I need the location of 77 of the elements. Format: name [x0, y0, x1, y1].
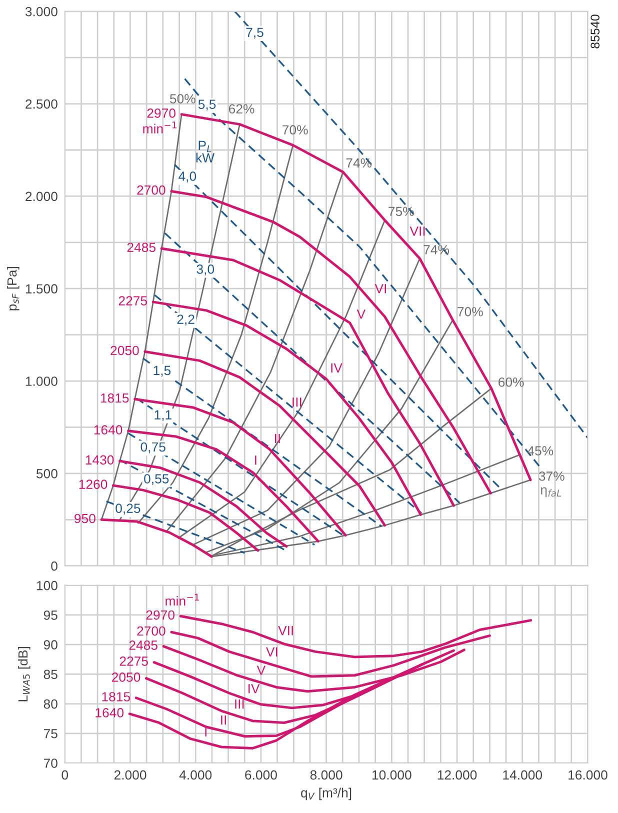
y-tick-label: 75	[44, 729, 58, 738]
series-label: 2700	[137, 626, 166, 636]
annotation: V	[356, 310, 366, 319]
y-tick-label: 2.000	[26, 192, 58, 202]
series-label: 1,1	[154, 410, 172, 422]
y-tick-label: 3.000	[25, 6, 58, 16]
series-label: 3,0	[196, 264, 214, 276]
y-tick-label: 0	[51, 561, 58, 571]
series-label: 2970	[147, 108, 176, 118]
annotation: η$_{faL}$	[540, 487, 562, 498]
series-label: 2050	[110, 346, 139, 356]
x-tick-label: 4.000	[179, 770, 212, 780]
series-label: 2,2	[177, 314, 194, 326]
series-label: 2050	[112, 672, 140, 682]
annotation: IV	[331, 363, 342, 372]
x-tick-label: 6.000	[245, 770, 277, 780]
x-tick-label: 12.000	[438, 770, 477, 780]
annotation: VI	[266, 647, 278, 656]
x-tick-label: 2.000	[114, 770, 146, 780]
series-label: 2970	[146, 610, 174, 620]
x-tick-label: 16.000	[568, 770, 608, 780]
series-label: 62%	[228, 104, 254, 114]
series-label: 2700	[137, 185, 166, 195]
x-tick-label: 14.000	[503, 770, 542, 780]
series-label: 1430	[86, 455, 114, 465]
y-tick-label: 2.500	[26, 99, 58, 109]
annotation: VI	[374, 284, 386, 294]
annotation: III	[292, 398, 302, 407]
annotation: P$_{L}$ kW	[196, 140, 214, 162]
series-label: 1815	[102, 692, 130, 702]
series-label: 1640	[94, 425, 122, 434]
y-tick-label: 500	[36, 469, 58, 478]
series-label: 4,0	[178, 172, 196, 182]
series-label: 1,5	[154, 366, 171, 377]
series-label: 950	[74, 514, 96, 524]
annotation: VII	[410, 226, 425, 236]
series-label: 74%	[346, 158, 372, 168]
x-axis-title: q$_{V}$ [m³/h]	[301, 788, 352, 800]
y-tick-label: 95	[44, 610, 58, 620]
series-label: 45%	[527, 446, 554, 456]
y-axis-title: p$_{sF}$ [Pa]	[6, 267, 20, 310]
series-label: 2485	[127, 242, 156, 252]
series-label: 2275	[120, 656, 148, 666]
series-label: 2485	[129, 640, 158, 650]
y-tick-label: 80	[44, 699, 58, 709]
series-label: 1640	[96, 708, 124, 718]
annotation: min$^{−1}$	[166, 594, 199, 606]
annotation: V	[256, 666, 266, 675]
x-tick-label: 0	[62, 770, 68, 780]
x-tick-label: 8.000	[310, 770, 342, 780]
y-tick-label: 1.000	[26, 376, 58, 386]
series-label: 70%	[458, 307, 483, 316]
y-tick-label: 1.500	[26, 284, 58, 294]
x-tick-label: 10.000	[372, 770, 412, 780]
annotation: II	[221, 715, 226, 725]
annotation: VII	[278, 626, 293, 636]
annotation: I	[205, 727, 206, 736]
text: 85540	[590, 14, 600, 48]
y-tick-label: 90	[44, 640, 58, 650]
y-tick-label: 70	[44, 758, 58, 768]
y-tick-label: 85	[44, 670, 58, 680]
series-label: 1815	[100, 393, 129, 403]
annotation: II	[274, 434, 280, 444]
y-tick-label: 100	[36, 580, 58, 590]
annotation: III	[235, 699, 244, 709]
annotation: min$^{−1}$	[143, 122, 176, 134]
series-label: 2275	[118, 296, 148, 306]
annotation: I	[255, 456, 256, 465]
series-label: 50%	[170, 94, 196, 104]
series-label: 37%	[538, 471, 564, 481]
series-label: 7,5	[246, 28, 264, 39]
y-axis-title: L$_{WA5}$ [dB]	[18, 647, 30, 702]
annotation: IV	[248, 684, 260, 694]
series-label: 5,5	[198, 100, 216, 111]
series-label: 1260	[79, 480, 108, 489]
series-label: 70%	[282, 125, 308, 135]
series-label: 60%	[498, 377, 524, 387]
